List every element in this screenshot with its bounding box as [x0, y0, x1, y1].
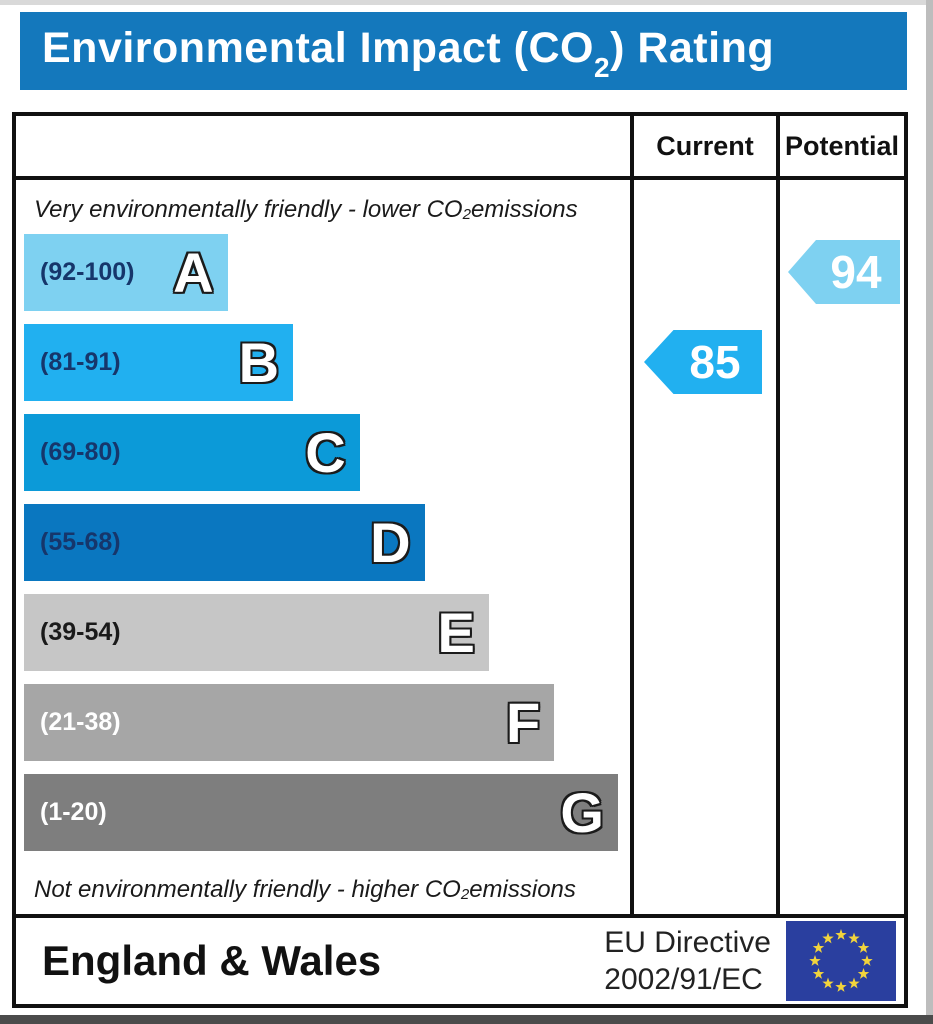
band-row: (1-20) G — [24, 774, 630, 851]
footer-bar: England & Wales EU Directive 2002/91/EC — [12, 914, 908, 1008]
caption-top-co2-subscript: 2 — [462, 205, 471, 223]
eu-directive-label: EU Directive 2002/91/EC — [604, 925, 771, 997]
band-row: (92-100) A — [24, 234, 630, 311]
band-bar: (21-38) F — [24, 684, 555, 761]
potential-value-column: 94 — [776, 180, 904, 914]
band-letter: B — [238, 330, 280, 394]
band-letter: E — [437, 600, 475, 664]
scan-edge-top — [0, 0, 933, 5]
title-bar: Environmental Impact (CO2) Rating — [20, 12, 907, 90]
band-letter: G — [560, 780, 604, 844]
current-column-header: Current — [656, 130, 754, 161]
header-current-cell: Current — [630, 116, 776, 180]
band-bar: (69-80) C — [24, 414, 360, 491]
band-bar: (92-100) A — [24, 234, 228, 311]
band-bar: (81-91) B — [24, 324, 294, 401]
region-label: England & Wales — [42, 937, 382, 984]
scan-edge-right — [926, 0, 933, 1024]
potential-column-header: Potential — [784, 130, 899, 161]
caption-top: Very environmentally friendly - lower CO… — [34, 196, 578, 223]
band-list: (92-100) A (81-91) B (69-80) C (55-68) D… — [24, 234, 630, 864]
band-range-label: (69-80) — [40, 438, 121, 466]
band-range-label: (21-38) — [40, 708, 121, 736]
band-row: (55-68) D — [24, 504, 630, 581]
current-rating-value: 85 — [689, 336, 741, 388]
band-range-label: (39-54) — [40, 618, 121, 646]
band-bar: (39-54) E — [24, 594, 489, 671]
scan-edge-bottom — [0, 1015, 933, 1024]
band-letter: A — [173, 240, 214, 304]
current-value-column: 85 — [630, 180, 776, 914]
band-letter: F — [506, 690, 541, 754]
title-co2-subscript: 2 — [593, 52, 611, 84]
band-row: (21-38) F — [24, 684, 630, 761]
band-bar: (1-20) G — [24, 774, 618, 851]
potential-rating-value: 94 — [830, 246, 882, 298]
band-range-label: (92-100) — [40, 258, 135, 286]
caption-bottom-co2-subscript: 2 — [460, 885, 470, 903]
band-chart-column: Very environmentally friendly - lower CO… — [16, 180, 630, 914]
caption-bottom: Not environmentally friendly - higher CO… — [34, 876, 576, 903]
band-range-label: (81-91) — [40, 348, 121, 376]
potential-rating-arrow: 94 — [788, 240, 900, 304]
header-spacer-cell — [16, 116, 630, 180]
band-range-label: (55-68) — [40, 528, 121, 556]
band-row: (69-80) C — [24, 414, 630, 491]
page-title: Environmental Impact (CO2) Rating — [42, 23, 775, 84]
band-letter: D — [370, 510, 411, 574]
band-bar: (55-68) D — [24, 504, 425, 581]
band-row: (81-91) B — [24, 324, 630, 401]
band-letter: C — [305, 420, 346, 484]
header-potential-cell: Potential — [776, 116, 904, 180]
rating-table: Current Potential Very environmentally f… — [12, 112, 908, 918]
band-row: (39-54) E — [24, 594, 630, 671]
eu-flag-icon — [786, 921, 896, 1001]
band-range-label: (1-20) — [40, 798, 107, 826]
current-rating-arrow: 85 — [644, 330, 762, 394]
